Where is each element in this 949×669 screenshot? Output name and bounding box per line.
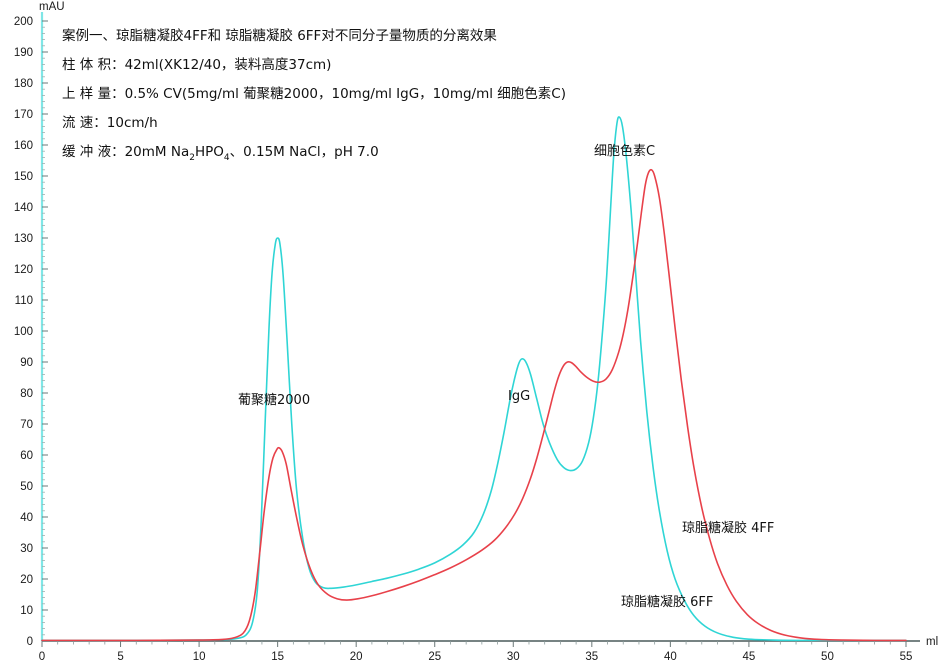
y-axis-tick-label: 60: [20, 450, 33, 462]
y-axis-tick-label: 70: [20, 419, 33, 431]
y-axis-tick-label: 30: [20, 543, 33, 555]
x-axis-tick-label: 20: [350, 651, 363, 663]
series-line-6ff: [41, 116, 907, 642]
y-axis-unit-label: mAU: [39, 1, 65, 13]
x-axis-tick-label: 30: [507, 651, 520, 663]
chart-annotation-3: 琼脂糖凝胶 4FF: [682, 520, 774, 536]
chart-annotation-2: 细胞色素C: [594, 143, 655, 159]
x-axis-tick-label: 0: [39, 651, 45, 663]
x-axis-tick-label: 25: [428, 651, 441, 663]
y-axis-tick-label: 160: [14, 140, 33, 152]
buffer-mid: HPO: [195, 144, 224, 160]
buffer-prefix: 缓 冲 液：20mM Na: [62, 144, 189, 160]
y-axis-tick-label: 80: [20, 388, 33, 400]
y-axis-tick-label: 110: [15, 295, 33, 307]
y-axis-tick-label: 20: [20, 574, 33, 586]
y-axis-tick-label: 170: [14, 109, 33, 121]
y-axis-tick-label: 190: [14, 47, 33, 59]
x-axis-tick-label: 35: [585, 651, 598, 663]
header-line-0: 案例一、琼脂糖凝胶4FF和 琼脂糖凝胶 6FF对不同分子量物质的分离效果: [62, 27, 497, 44]
x-axis-tick-label: 50: [821, 651, 834, 663]
y-axis-tick-label: 10: [20, 605, 33, 617]
x-axis-tick-label: 55: [900, 651, 913, 663]
y-axis: 0 10 20 30 40 50 60 70 80 90 100 110 120 130 140 150 160…: [14, 1, 65, 648]
buffer-sub-2: 2: [189, 153, 195, 163]
series-line-4ff: [41, 168, 907, 642]
y-axis-tick-label: 140: [14, 202, 33, 214]
y-axis-tick-label: 130: [14, 233, 33, 245]
y-axis-tick-label: 180: [14, 78, 33, 90]
y-axis-tick-label: 90: [20, 357, 33, 369]
header-line-3: 流 速：10cm/h: [62, 115, 158, 131]
header-buffer-line: 缓 冲 液：20mM Na2HPO4、0.15M NaCl，pH 7.0: [62, 144, 379, 163]
y-axis-tick-label: 50: [20, 481, 33, 493]
y-axis-tick-label: 150: [14, 171, 33, 183]
header-line-1: 柱 体 积：42ml(XK12/40，装料高度37cm): [62, 56, 331, 73]
x-axis-unit-label: ml: [926, 636, 938, 648]
buffer-sub-4: 4: [224, 153, 230, 163]
x-axis-tick-label: 40: [664, 651, 677, 663]
x-axis: 0 5 10 15 20 25 30 35 40 45 50 55 ml: [39, 636, 938, 663]
annotation-group: 葡聚糖2000 IgG 细胞色素C 琼脂糖凝胶 4FF 琼脂糖凝胶 6FF: [238, 143, 774, 610]
chart-annotation-4: 琼脂糖凝胶 6FF: [621, 594, 713, 610]
x-axis-tick-label: 10: [193, 651, 206, 663]
chart-annotation-1: IgG: [508, 389, 530, 404]
y-axis-tick-label: 100: [14, 326, 33, 338]
data-series-group: [41, 116, 907, 642]
x-axis-tick-label: 45: [743, 651, 756, 663]
y-axis-tick-label: 40: [20, 512, 33, 524]
buffer-tail: 、0.15M NaCl，pH 7.0: [230, 144, 379, 160]
y-axis-tick-label: 120: [14, 264, 33, 276]
x-axis-tick-label: 5: [117, 651, 123, 663]
y-axis-tick-label: 200: [14, 16, 33, 28]
header-line-2: 上 样 量：0.5% CV(5mg/ml 葡聚糖2000，10mg/ml IgG…: [62, 85, 566, 102]
chart-annotation-0: 葡聚糖2000: [238, 392, 310, 408]
y-axis-tick-label: 0: [27, 636, 33, 648]
x-axis-tick-label: 15: [271, 651, 284, 663]
